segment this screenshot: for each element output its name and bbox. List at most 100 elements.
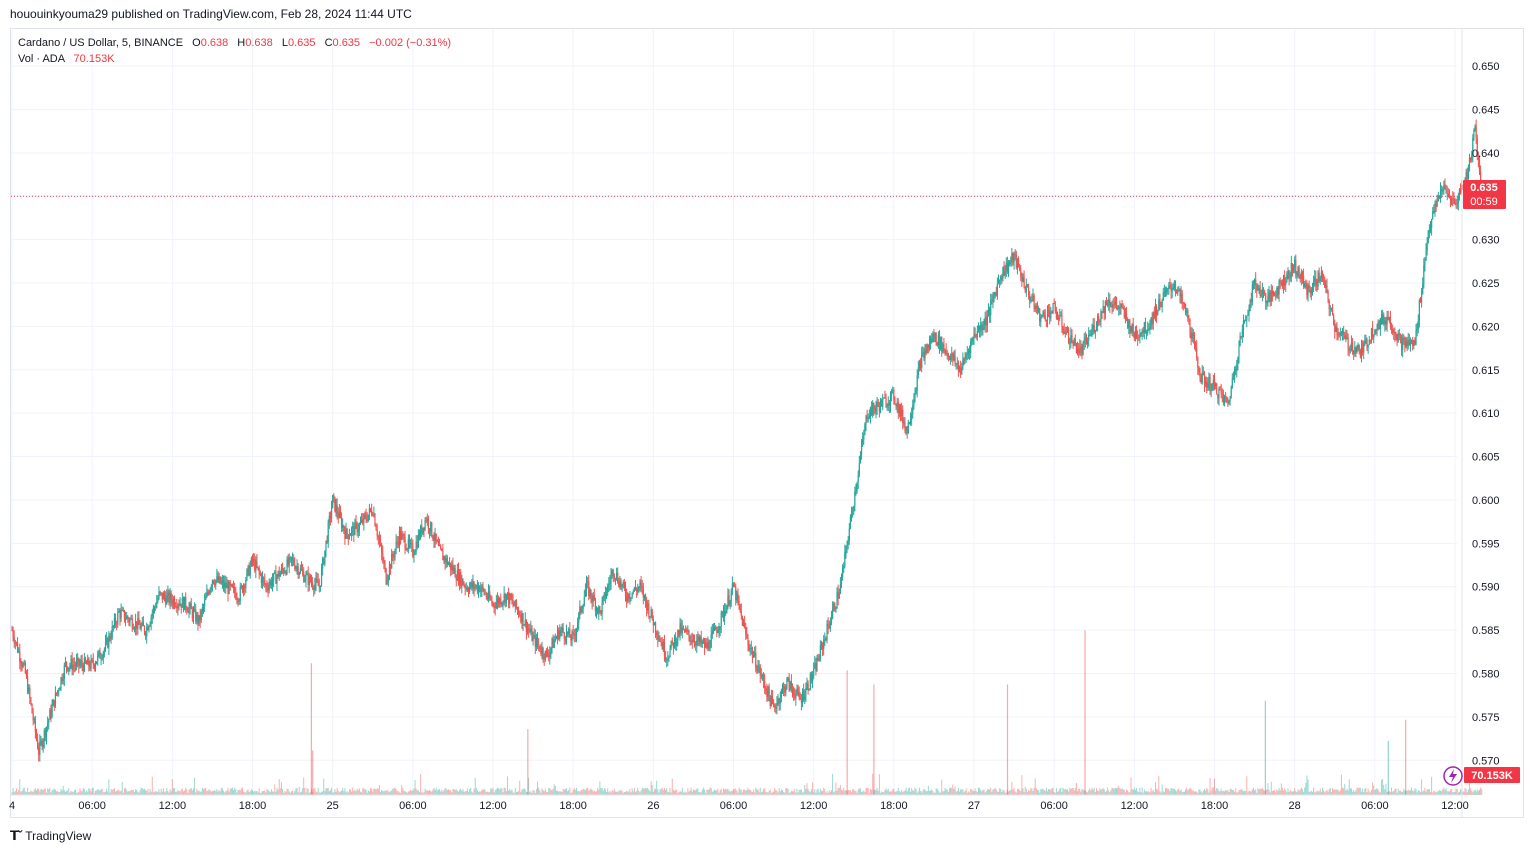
candle-body (1160, 304, 1162, 307)
candle-body (626, 596, 628, 602)
candle-body (1431, 218, 1433, 228)
volume-bar (1207, 789, 1209, 795)
volume-bar (204, 788, 206, 795)
volume-bar (665, 789, 667, 795)
candle-body (747, 637, 749, 645)
candle-body (359, 522, 362, 525)
volume-bar (1188, 789, 1190, 795)
candle-body (617, 572, 619, 583)
volume-bar (679, 790, 681, 795)
candle-body (663, 641, 666, 657)
x-tick-label: 12:00 (800, 800, 828, 812)
volume-bar (355, 791, 357, 795)
volume-bar (1447, 791, 1449, 795)
candle-body (644, 594, 647, 601)
volume-bar (1083, 790, 1085, 795)
volume-bar (422, 792, 424, 795)
volume-bar (1095, 788, 1097, 795)
y-tick-label: 0.640 (1472, 148, 1500, 160)
volume-bar (1475, 791, 1477, 795)
candle-body (253, 559, 255, 561)
volume-bar (1413, 791, 1415, 795)
volume-bar (1325, 791, 1327, 795)
volume-bar (1326, 789, 1328, 795)
volume-bar (834, 791, 836, 795)
candle-body (534, 635, 536, 647)
volume-bar (532, 789, 534, 795)
volume-bar (87, 791, 89, 795)
candle-body (1095, 326, 1098, 331)
volume-bar (907, 788, 909, 795)
volume-bar (1284, 788, 1286, 795)
volume-bar (858, 788, 860, 795)
volume-bar (370, 787, 372, 795)
candle-body (933, 334, 935, 337)
candle-body (291, 558, 294, 560)
volume-bar (638, 790, 640, 795)
candle-body (395, 541, 397, 550)
volume-bar (1334, 789, 1336, 795)
volume-bar (401, 785, 403, 795)
candle-body (457, 570, 460, 584)
volume-bar (574, 789, 576, 795)
candle-body (296, 566, 298, 568)
volume-bar (1043, 789, 1045, 795)
volume-bar (1366, 792, 1368, 795)
candle-body (238, 600, 240, 602)
volume-bar (391, 790, 393, 795)
footer-brand[interactable]: 𝗧ˇ TradingView (10, 828, 91, 844)
candle-body (1171, 288, 1173, 292)
candle-body (848, 528, 850, 541)
volume-bar (1003, 790, 1005, 795)
candle-body (686, 629, 688, 632)
volume-bar (1029, 791, 1031, 795)
candle-body (1148, 328, 1150, 330)
volume-bar (1294, 788, 1296, 795)
candle-body (899, 406, 902, 416)
volume-bar (658, 792, 660, 795)
volume-bar (1460, 789, 1462, 795)
volume-bar (231, 787, 233, 795)
volume-bar (642, 788, 644, 795)
candle-body (516, 607, 519, 611)
volume-bar (1149, 792, 1151, 795)
volume-bar (1350, 788, 1352, 795)
candle-body (353, 526, 355, 536)
volume-bar (777, 792, 779, 795)
candle-body (662, 641, 664, 650)
candle-body (685, 629, 687, 632)
volume-bar (940, 792, 942, 795)
candle-body (896, 402, 898, 407)
volume-bar (628, 791, 630, 795)
volume-bar (226, 790, 228, 795)
candle-body (98, 650, 100, 655)
volume-bar (1367, 788, 1369, 795)
candle-body (1292, 267, 1295, 271)
candle-body (636, 589, 638, 592)
candle-body (609, 582, 611, 584)
candle-body (155, 607, 157, 609)
volume-bar (380, 791, 382, 795)
candle-body (1380, 317, 1383, 325)
candle-body (748, 644, 750, 650)
candle-body (22, 663, 24, 667)
candle-body (536, 638, 539, 645)
volume-bar (706, 790, 708, 795)
volume-bar (700, 792, 702, 795)
volume-bar (1355, 790, 1357, 795)
candle-body (1364, 340, 1366, 344)
volume-bar (1448, 791, 1450, 795)
candle-body (1459, 189, 1462, 193)
lightning-icon[interactable] (1443, 766, 1463, 786)
candle-body (304, 579, 306, 582)
volume-bar (169, 789, 171, 795)
candle-body (1328, 301, 1330, 309)
candle-body (87, 658, 89, 665)
candle-body (1272, 293, 1275, 295)
volume-bar (725, 788, 727, 795)
chart-frame[interactable] (10, 28, 1524, 818)
volume-bar (210, 791, 212, 795)
volume-bar (583, 789, 585, 795)
volume-bar (304, 787, 306, 795)
